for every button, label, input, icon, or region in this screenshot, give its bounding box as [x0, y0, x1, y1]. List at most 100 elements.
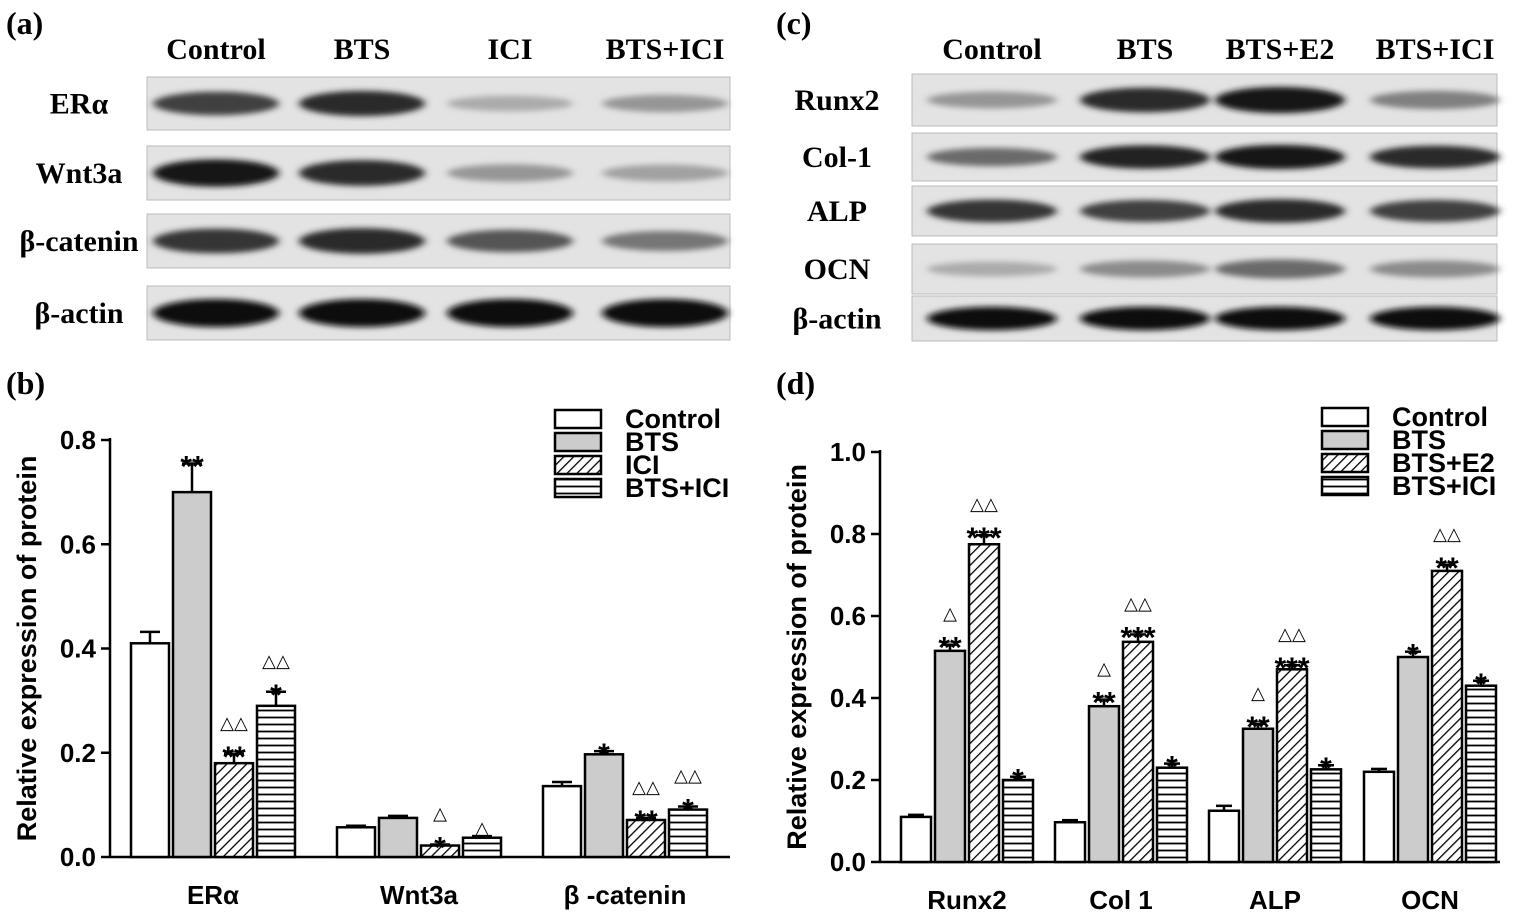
- x-tick-label: β -catenin: [564, 880, 687, 910]
- blot-band: [1215, 306, 1345, 331]
- blot-row-label: Wnt3a: [36, 157, 123, 190]
- legend-swatch: [553, 477, 603, 499]
- significance-marker: △△: [674, 765, 702, 785]
- significance-marker: *: [598, 738, 610, 771]
- blot-column-label: BTS: [334, 33, 391, 66]
- blot-band: [299, 90, 425, 117]
- panel-label-b: (b): [6, 365, 45, 401]
- western-blot-c: Control BTS BTS+E2 BTS+ICI Runx2 Col-1 ALP OCN β…: [792, 33, 1500, 342]
- blot-band: [1080, 199, 1210, 223]
- bar: [1241, 727, 1275, 864]
- significance-marker: **: [1246, 711, 1270, 744]
- blot-band: [1080, 145, 1210, 169]
- blot-band: [1080, 87, 1210, 113]
- blot-band: [1215, 86, 1345, 114]
- significance-marker: △: [1097, 659, 1111, 679]
- significance-marker: *: [1407, 639, 1419, 672]
- blot-band: [927, 261, 1057, 277]
- significance-marker: △: [475, 818, 489, 838]
- bar: [1464, 684, 1498, 864]
- blot-band: [1370, 260, 1500, 278]
- blot-row-label: ALP: [807, 195, 867, 228]
- significance-marker: ***: [1120, 621, 1155, 654]
- blot-band: [447, 95, 573, 112]
- y-tick-label: 1.0: [830, 437, 866, 467]
- y-tick-label: 0.0: [830, 847, 866, 877]
- y-tick-label: 0.8: [830, 519, 866, 549]
- blot-band: [447, 298, 573, 328]
- blot-band: [602, 298, 728, 328]
- bar: [1155, 766, 1189, 864]
- bar: [583, 753, 625, 859]
- bar: [1053, 820, 1087, 864]
- significance-marker: **: [634, 805, 658, 838]
- y-axis-title: Relative expression of protein: [782, 464, 812, 850]
- blot-band: [1080, 260, 1210, 278]
- significance-marker: **: [938, 632, 962, 665]
- blot-band: [927, 199, 1057, 223]
- blot-band: [299, 228, 425, 254]
- blot-band: [299, 298, 425, 328]
- blot-band: [1370, 90, 1500, 110]
- blot-column-label: Control: [942, 33, 1041, 66]
- y-tick-label: 0.6: [830, 601, 866, 631]
- bar: [1001, 778, 1035, 864]
- blot-band: [447, 229, 573, 253]
- legend-label: BTS: [1392, 425, 1446, 455]
- western-blot-a: Control BTS ICI BTS+ICI ERα Wnt3a β-catenin β-a…: [19, 33, 731, 341]
- significance-marker: △△: [262, 651, 290, 671]
- x-tick-label: ALP: [1249, 885, 1301, 915]
- significance-marker: *: [682, 793, 694, 826]
- bar: [541, 784, 583, 859]
- bar: [419, 844, 461, 859]
- x-tick-label: OCN: [1401, 885, 1459, 915]
- blot-band: [602, 164, 728, 182]
- blot-band: [153, 228, 279, 254]
- legend-swatch: [553, 454, 603, 476]
- legend-swatch: [553, 408, 603, 430]
- blot-column-label: BTS: [1117, 33, 1174, 66]
- blot-row-label: Col-1: [802, 141, 872, 174]
- blot-band: [927, 91, 1057, 109]
- significance-marker: △△: [632, 777, 660, 797]
- significance-marker: △: [943, 604, 957, 624]
- bar: [377, 816, 419, 859]
- significance-marker: *: [1012, 764, 1024, 797]
- legend-label: BTS+ICI: [625, 473, 729, 503]
- bar: [335, 826, 377, 859]
- significance-marker: *: [434, 831, 446, 864]
- y-axis-title: Relative expression of protein: [12, 456, 42, 842]
- blot-row-label: β-actin: [792, 303, 881, 336]
- legend-label: Control: [625, 404, 721, 434]
- blot-band: [153, 91, 279, 116]
- legend-label: BTS+E2: [1392, 448, 1495, 478]
- blot-band: [1215, 144, 1345, 170]
- bar: [1087, 704, 1121, 864]
- blot-band: [1370, 145, 1500, 169]
- y-tick-label: 0.8: [60, 425, 96, 455]
- blot-band: [1370, 199, 1500, 223]
- blot-band: [153, 298, 279, 328]
- significance-marker: *: [270, 679, 282, 712]
- legend-label: Control: [1392, 402, 1488, 432]
- blot-column-label: BTS+E2: [1226, 33, 1335, 66]
- legend-swatch: [1320, 475, 1370, 497]
- x-tick-label: Col 1: [1089, 885, 1153, 915]
- significance-marker: *: [1166, 751, 1178, 784]
- blot-band: [1370, 306, 1500, 331]
- significance-marker: △△: [1433, 524, 1461, 544]
- blot-band: [1215, 259, 1345, 279]
- blot-band: [602, 231, 728, 251]
- bar-chart-d: 0.0 0.2 0.4 0.6 0.8 1.0 Relative expression of…: [782, 402, 1500, 915]
- significance-marker: **: [1092, 687, 1116, 720]
- blot-band: [602, 94, 728, 113]
- significance-marker: △△: [220, 713, 248, 733]
- significance-marker: △△: [1124, 593, 1152, 613]
- y-tick-label: 0.4: [60, 634, 97, 664]
- blot-column-label: ICI: [487, 33, 532, 66]
- blot-row-label: β-catenin: [19, 225, 138, 258]
- blot-band: [447, 164, 573, 182]
- x-tick-label: Wnt3a: [380, 880, 459, 910]
- blot-band: [927, 306, 1057, 331]
- x-tick-label: ERα: [187, 880, 239, 910]
